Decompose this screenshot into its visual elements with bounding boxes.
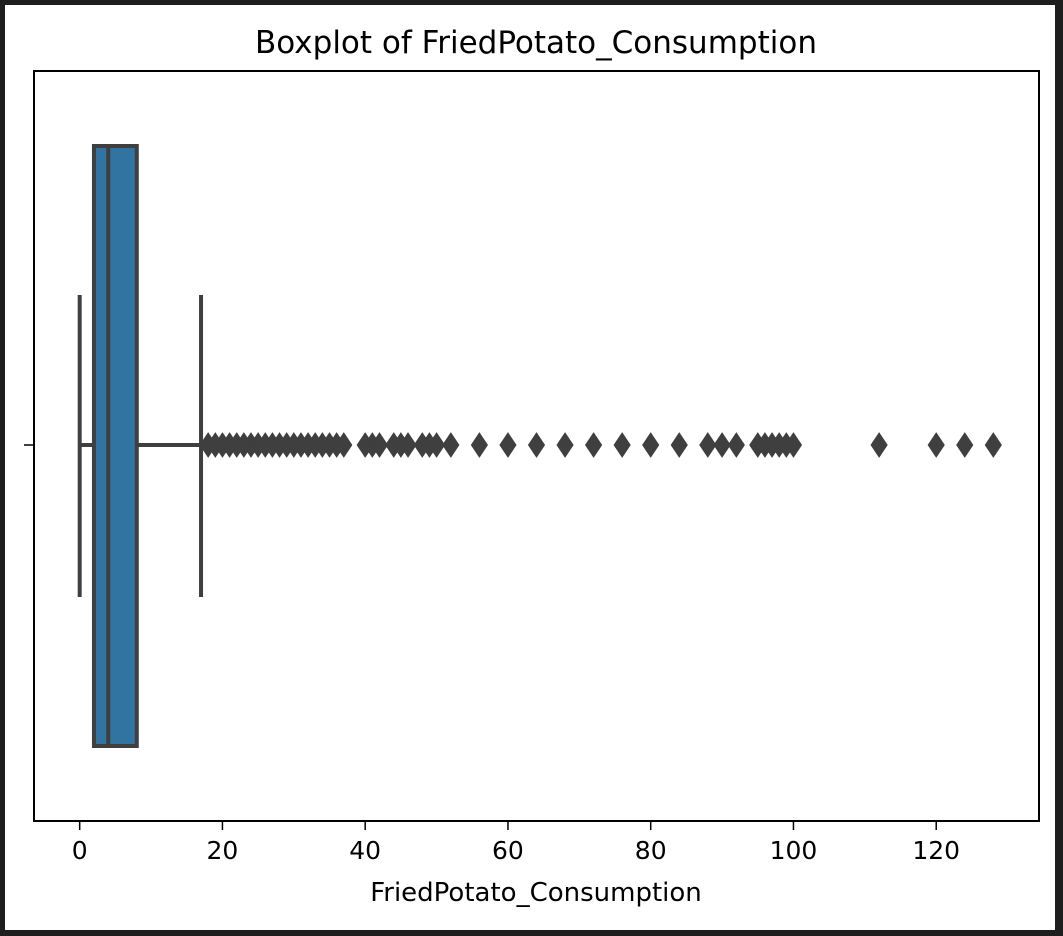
boxplot-chart: Boxplot of FriedPotato_Consumption 0 20 40…	[24, 25, 1040, 908]
x-tick-label: 80	[635, 836, 667, 865]
outlier-point	[370, 432, 389, 458]
chart-title: Boxplot of FriedPotato_Consumption	[255, 25, 817, 61]
outlier-point	[670, 432, 688, 458]
outlier-point	[642, 432, 660, 458]
outlier-point	[556, 432, 574, 458]
x-axis-label: FriedPotato_Consumption	[370, 878, 702, 908]
outlier-point	[927, 432, 945, 458]
outlier-point	[585, 432, 603, 458]
outlier-point	[499, 432, 517, 458]
outlier-point	[870, 432, 888, 458]
outlier-point	[956, 432, 974, 458]
x-tick-label: 60	[492, 836, 524, 865]
outlier-point	[984, 432, 1002, 458]
outlier-point	[335, 432, 353, 458]
x-tick-label: 20	[207, 836, 239, 865]
outlier-point	[699, 432, 717, 458]
x-tick-label: 0	[72, 836, 88, 865]
outlier-point	[613, 432, 631, 458]
outlier-point	[470, 432, 488, 458]
outlier-point	[527, 432, 546, 458]
x-tick-label: 100	[770, 836, 818, 865]
outlier-point	[427, 432, 446, 458]
x-tick-label: 40	[349, 836, 381, 865]
plot-area	[77, 144, 1002, 748]
figure: Boxplot of FriedPotato_Consumption 0 20 40…	[5, 5, 1055, 930]
outlier-point	[784, 432, 803, 458]
x-axis-ticks: 0 20 40 60 80 100 120	[72, 821, 960, 865]
axes-frame	[33, 70, 1040, 822]
x-tick-label: 120	[912, 836, 960, 865]
outlier-point	[713, 432, 731, 458]
iqr-box	[91, 144, 139, 748]
outlier-point	[727, 432, 745, 458]
outlier-point	[442, 432, 460, 458]
outlier-point	[399, 432, 417, 458]
